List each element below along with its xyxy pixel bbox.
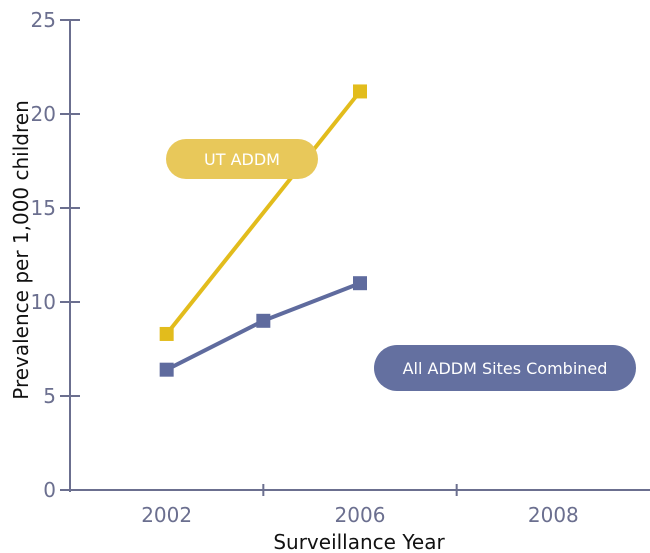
y-tick-label: 0 xyxy=(43,478,56,502)
data-point xyxy=(353,84,367,99)
ticks: 0 5 10 15 20 25 2002 2006 2008 xyxy=(31,8,579,527)
badge-background xyxy=(166,139,318,179)
labels-layer: UT ADDM All ADDM Sites Combined xyxy=(166,139,636,391)
x-tick-label: 2008 xyxy=(528,503,579,527)
x-tick-label: 2002 xyxy=(141,503,192,527)
data-point xyxy=(159,326,174,341)
y-tick-label: 10 xyxy=(31,290,56,314)
x-axis-title: Surveillance Year xyxy=(273,530,445,553)
x-tick-label: 2006 xyxy=(335,503,386,527)
data-point xyxy=(353,276,367,291)
data-point xyxy=(159,362,174,377)
y-tick-label: 5 xyxy=(43,384,56,408)
y-axis-title: Prevalence per 1,000 children xyxy=(9,100,33,400)
series-label: UT ADDM xyxy=(204,150,280,169)
y-tick-label: 25 xyxy=(31,8,56,32)
series-label: All ADDM Sites Combined xyxy=(403,359,608,378)
series-line-0 xyxy=(165,90,362,336)
series-layer xyxy=(159,84,367,377)
series-label-badge: All ADDM Sites Combined xyxy=(374,345,636,391)
axes xyxy=(68,20,650,492)
badge-background xyxy=(374,345,636,391)
y-tick-label: 15 xyxy=(31,196,56,220)
data-point xyxy=(256,313,271,328)
series-label-badge: UT ADDM xyxy=(166,139,318,179)
y-tick-label: 20 xyxy=(31,102,56,126)
